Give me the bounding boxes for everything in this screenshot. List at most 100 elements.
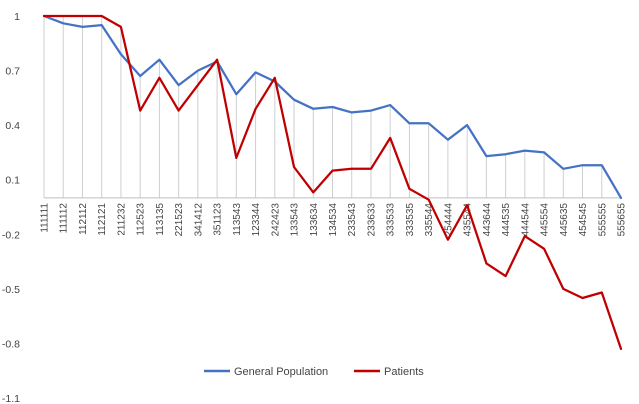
data-point — [177, 83, 181, 87]
data-point — [254, 70, 258, 74]
data-point — [196, 69, 200, 73]
x-category-label: 123344 — [251, 203, 262, 237]
data-point — [42, 14, 46, 18]
x-category-label: 445635 — [559, 203, 570, 237]
x-category-label: 445554 — [540, 203, 551, 237]
x-category-label: 211232 — [116, 203, 127, 236]
y-tick-label: -0.5 — [2, 284, 20, 296]
x-category-label: 254444 — [443, 203, 454, 237]
data-point — [292, 165, 296, 169]
x-category-label: 133543 — [290, 203, 301, 237]
y-tick-label: -0.2 — [2, 229, 20, 241]
x-category-label: 333533 — [386, 203, 397, 237]
data-point — [350, 110, 354, 114]
x-category-label: 233633 — [366, 203, 377, 237]
data-point — [561, 287, 565, 291]
data-point — [542, 247, 546, 251]
x-category-label: 111111 — [40, 203, 51, 233]
data-point — [138, 74, 142, 78]
x-category-label: 555655 — [617, 203, 628, 237]
x-category-label: 435544 — [463, 203, 474, 237]
data-point — [331, 105, 335, 109]
legend-label: Patients — [384, 366, 424, 378]
x-axis-category-labels: 111111 111112 112112 112121 211232 112523 1131… — [40, 203, 628, 237]
x-category-label: 221523 — [174, 203, 185, 237]
data-point — [388, 136, 392, 140]
data-point — [619, 196, 623, 200]
series-line — [42, 14, 623, 351]
y-tick-label: 0.1 — [5, 175, 20, 187]
data-point — [292, 98, 296, 102]
data-point — [561, 167, 565, 171]
data-point — [61, 14, 65, 18]
data-point — [465, 123, 469, 127]
data-point — [215, 58, 219, 62]
data-point — [80, 14, 84, 18]
x-category-label: 112112 — [78, 203, 89, 235]
x-category-label: 444535 — [501, 203, 512, 237]
data-point — [484, 154, 488, 158]
y-tick-label: -0.8 — [2, 338, 20, 350]
y-tick-label: 0.7 — [5, 66, 20, 78]
x-category-label: 133634 — [309, 203, 320, 237]
data-point — [119, 52, 123, 56]
x-category-label: 113135 — [155, 203, 166, 236]
series-lines — [42, 14, 623, 351]
x-category-label: 555555 — [597, 203, 608, 237]
data-point — [523, 234, 527, 238]
x-category-label: 112121 — [97, 203, 108, 236]
x-category-label: 111112 — [59, 203, 70, 234]
data-point — [254, 107, 258, 111]
data-point — [504, 274, 508, 278]
data-point — [273, 76, 277, 80]
drop-lines — [43, 16, 603, 198]
data-point — [619, 347, 623, 351]
x-category-label: 454545 — [578, 203, 589, 237]
y-tick-label: 1 — [14, 11, 20, 23]
data-point — [388, 103, 392, 107]
data-point — [446, 238, 450, 242]
x-category-label: 134534 — [328, 203, 339, 237]
data-point — [600, 163, 604, 167]
x-category-label: 242423 — [270, 203, 281, 237]
data-point — [581, 163, 585, 167]
legend: General Population Patients — [204, 366, 424, 378]
data-point — [119, 25, 123, 29]
data-point — [542, 150, 546, 154]
data-point — [61, 21, 65, 25]
data-point — [331, 169, 335, 173]
data-point — [465, 203, 469, 207]
data-point — [311, 107, 315, 111]
data-point — [427, 121, 431, 125]
data-point — [369, 167, 373, 171]
data-point — [138, 109, 142, 113]
data-point — [234, 156, 238, 160]
x-category-label: 351123 — [213, 203, 224, 236]
y-axis-tick-labels: 1 0.7 0.4 0.1 -0.2 -0.5 -0.8 -1.1 — [2, 11, 20, 404]
series-line — [42, 14, 623, 200]
x-category-label: 341412 — [193, 203, 204, 237]
y-tick-label: -1.1 — [2, 393, 20, 404]
legend-label: General Population — [234, 366, 328, 378]
x-category-label: 335544 — [424, 203, 435, 237]
x-category-label: 444544 — [520, 203, 531, 237]
data-point — [196, 83, 200, 87]
x-category-label: 113543 — [232, 203, 243, 236]
data-point — [427, 198, 431, 202]
data-point — [407, 121, 411, 125]
data-point — [311, 190, 315, 194]
data-point — [407, 187, 411, 191]
data-point — [100, 14, 104, 18]
data-point — [350, 167, 354, 171]
data-point — [504, 152, 508, 156]
data-point — [523, 149, 527, 153]
data-point — [157, 76, 161, 80]
data-point — [157, 58, 161, 62]
data-point — [600, 290, 604, 294]
x-category-label: 333535 — [405, 203, 416, 237]
data-point — [484, 261, 488, 265]
x-category-label: 443644 — [482, 203, 493, 237]
y-tick-label: 0.4 — [5, 120, 20, 132]
